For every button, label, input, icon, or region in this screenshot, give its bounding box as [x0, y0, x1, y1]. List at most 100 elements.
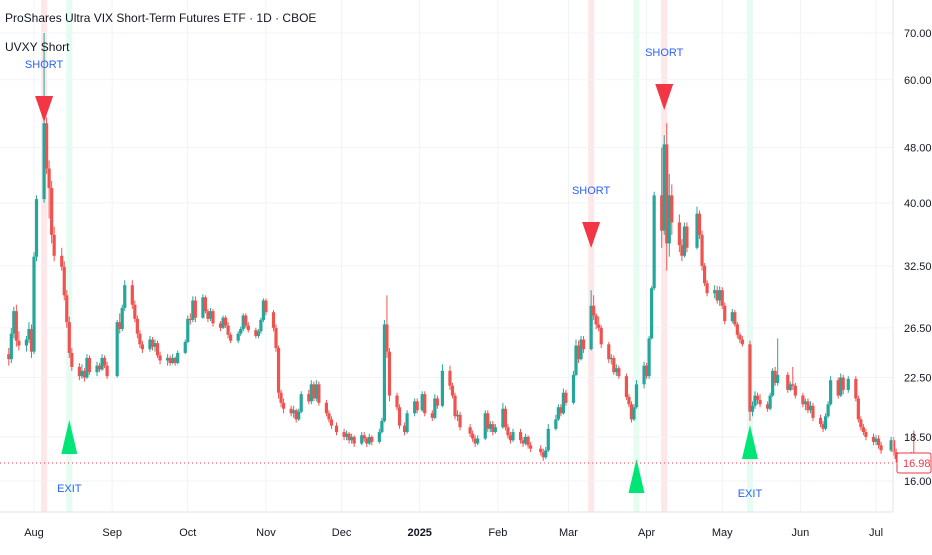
candle[interactable]: [221, 315, 225, 329]
candle[interactable]: [594, 313, 598, 329]
candle[interactable]: [811, 402, 815, 421]
candle[interactable]: [97, 363, 102, 373]
candle[interactable]: [264, 298, 268, 316]
candle[interactable]: [521, 436, 525, 447]
candle[interactable]: [892, 436, 896, 456]
candle[interactable]: [879, 441, 883, 454]
candle[interactable]: [14, 304, 18, 347]
candle[interactable]: [632, 404, 636, 421]
candle[interactable]: [208, 307, 213, 322]
candle[interactable]: [788, 381, 792, 392]
candle[interactable]: [385, 295, 389, 358]
candle[interactable]: [186, 315, 190, 344]
candle[interactable]: [276, 345, 281, 399]
candle[interactable]: [523, 433, 528, 446]
candle[interactable]: [680, 239, 684, 262]
candle[interactable]: [206, 308, 210, 323]
candle[interactable]: [261, 298, 266, 323]
candle[interactable]: [748, 340, 752, 421]
candle[interactable]: [700, 230, 704, 271]
candle[interactable]: [47, 160, 51, 219]
candle[interactable]: [529, 441, 533, 453]
candle[interactable]: [327, 410, 331, 423]
candle[interactable]: [821, 420, 825, 433]
short-signal-marker[interactable]: [655, 84, 674, 110]
candle[interactable]: [493, 424, 497, 434]
candle[interactable]: [201, 294, 205, 319]
candle[interactable]: [7, 347, 11, 366]
candle[interactable]: [607, 341, 611, 364]
candle[interactable]: [133, 300, 137, 323]
candle[interactable]: [52, 226, 56, 262]
candle[interactable]: [448, 365, 452, 390]
candle[interactable]: [365, 436, 369, 447]
candle[interactable]: [829, 376, 833, 406]
candle[interactable]: [77, 363, 81, 381]
candle[interactable]: [395, 392, 399, 411]
candle[interactable]: [685, 222, 689, 253]
candle[interactable]: [755, 392, 760, 405]
candle[interactable]: [768, 392, 772, 411]
candle[interactable]: [718, 286, 722, 306]
candle[interactable]: [193, 296, 197, 323]
candle[interactable]: [581, 335, 586, 353]
candle[interactable]: [120, 304, 124, 332]
candle[interactable]: [430, 410, 434, 421]
candle[interactable]: [415, 398, 419, 414]
candle[interactable]: [705, 280, 709, 297]
candle[interactable]: [541, 448, 545, 461]
candle[interactable]: [554, 414, 558, 431]
candle[interactable]: [740, 335, 744, 347]
candle[interactable]: [82, 368, 87, 382]
candle[interactable]: [70, 347, 74, 371]
candle[interactable]: [402, 422, 407, 436]
candle[interactable]: [281, 398, 286, 414]
candle[interactable]: [183, 339, 187, 355]
candle[interactable]: [723, 302, 727, 325]
candle[interactable]: [65, 290, 69, 328]
candle[interactable]: [713, 285, 717, 299]
candle[interactable]: [344, 430, 349, 441]
candle[interactable]: [85, 354, 89, 379]
candle[interactable]: [624, 373, 629, 400]
candle[interactable]: [599, 325, 603, 348]
candle[interactable]: [256, 328, 260, 339]
candle[interactable]: [166, 354, 170, 366]
candle[interactable]: [171, 354, 175, 365]
candle[interactable]: [102, 355, 107, 369]
candle[interactable]: [503, 405, 508, 431]
candle[interactable]: [735, 322, 739, 339]
candle[interactable]: [382, 319, 387, 423]
candle[interactable]: [45, 117, 49, 174]
candle[interactable]: [559, 404, 563, 417]
candle[interactable]: [801, 392, 805, 408]
candle[interactable]: [292, 405, 296, 418]
candle[interactable]: [397, 404, 402, 429]
candle[interactable]: [80, 364, 84, 379]
short-signal-marker[interactable]: [35, 96, 54, 122]
candle[interactable]: [435, 395, 439, 409]
candle[interactable]: [808, 401, 813, 414]
candle[interactable]: [650, 286, 654, 340]
candle[interactable]: [279, 389, 283, 408]
candle[interactable]: [24, 335, 29, 352]
candle[interactable]: [491, 420, 495, 436]
candle[interactable]: [350, 433, 354, 444]
candle[interactable]: [271, 310, 276, 332]
candle[interactable]: [471, 430, 475, 442]
candle[interactable]: [854, 376, 858, 402]
candle[interactable]: [662, 135, 666, 235]
candle[interactable]: [173, 356, 177, 366]
candle[interactable]: [135, 315, 139, 339]
candle[interactable]: [307, 389, 311, 405]
candle[interactable]: [556, 404, 560, 421]
candle[interactable]: [12, 306, 16, 339]
candle[interactable]: [352, 435, 356, 447]
candle[interactable]: [168, 355, 172, 366]
candle[interactable]: [95, 361, 99, 377]
candle[interactable]: [841, 374, 845, 395]
candle[interactable]: [629, 401, 634, 423]
candle[interactable]: [148, 335, 152, 352]
candle[interactable]: [564, 389, 568, 406]
